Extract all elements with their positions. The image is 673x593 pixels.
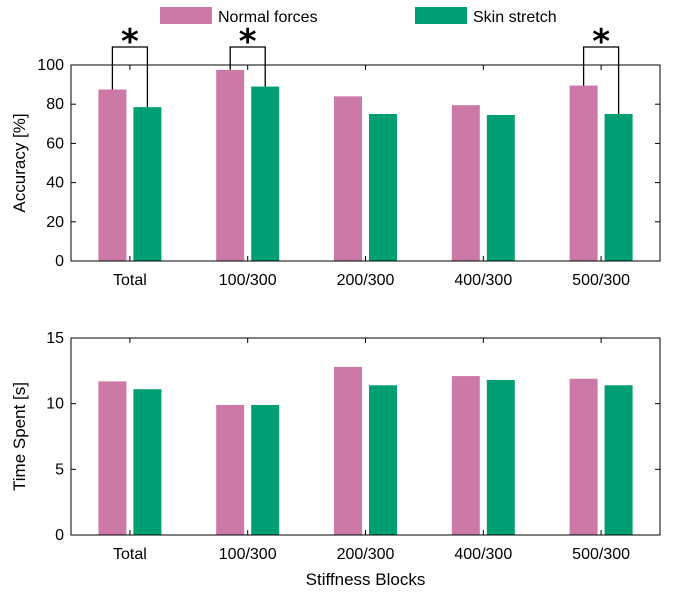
x-tick-label-400-300: 400/300: [454, 546, 512, 563]
bar-skin-stretch-200-300: [369, 114, 397, 261]
significance-bracket-total: [111, 46, 149, 108]
legend-swatch-skin-stretch: [415, 7, 467, 24]
bar-normal-forces-total: [98, 381, 127, 535]
y-tick-label: 0: [55, 527, 64, 544]
bar-skin-stretch-100-300: [251, 404, 280, 535]
y-tick-label: 15: [46, 330, 64, 347]
y-tick-label: 20: [46, 214, 64, 231]
bar-normal-forces-500-300: [569, 378, 598, 535]
significance-marker-total: *: [121, 22, 139, 62]
y-tick-label: 100: [37, 57, 64, 74]
y-tick-label: 40: [46, 175, 64, 192]
bar-skin-stretch-500-300: [604, 114, 633, 261]
time-spent-chart: 0 5 10 15 Total 100/300 200/300 400/300 500/300 T…: [10, 330, 661, 589]
y-tick-label: 10: [46, 396, 64, 413]
x-tick-label-100-300: 100/300: [219, 546, 277, 563]
bar-skin-stretch-total: [133, 389, 162, 535]
bar-skin-stretch-500-300: [604, 385, 633, 535]
bar-skin-stretch-400-300: [486, 114, 515, 261]
bar-normal-forces-200-300: [334, 96, 362, 261]
bar-normal-forces-400-300: [451, 105, 480, 262]
x-axis-label: Stiffness Blocks: [306, 570, 426, 589]
bar-skin-stretch-200-300: [369, 385, 397, 535]
significance-bracket-100-300: [229, 46, 266, 87]
x-tick-label-200-300: 200/300: [337, 546, 395, 563]
x-tick-label-total: Total: [113, 546, 147, 563]
x-tick-label-200-300: 200/300: [337, 272, 395, 289]
y-tick-label: 0: [55, 253, 64, 270]
bar-skin-stretch-total: [133, 107, 162, 261]
bar-normal-forces-400-300: [451, 376, 480, 535]
legend: Normal forces Skin stretch: [160, 7, 557, 26]
significance-bracket-500-300: [582, 46, 620, 114]
bar-skin-stretch-400-300: [486, 380, 515, 535]
legend-label-skin-stretch: Skin stretch: [473, 9, 557, 26]
significance-marker-500-300: *: [592, 22, 610, 62]
significance-marker-100-300: *: [239, 22, 257, 62]
y-axis-label: Time Spent [s]: [10, 382, 29, 491]
x-tick-label-total: Total: [113, 272, 147, 289]
bar-normal-forces-100-300: [216, 404, 245, 535]
legend-swatch-normal-forces: [160, 7, 212, 24]
y-tick-label: 5: [55, 461, 64, 478]
bar-skin-stretch-100-300: [251, 86, 280, 261]
y-tick-label: 80: [46, 96, 64, 113]
bar-normal-forces-total: [98, 89, 127, 261]
x-tick-label-400-300: 400/300: [454, 272, 512, 289]
bar-normal-forces-500-300: [569, 85, 598, 261]
x-tick-label-500-300: 500/300: [572, 272, 630, 289]
bar-normal-forces-100-300: [216, 69, 245, 262]
y-tick-label: 60: [46, 135, 64, 152]
x-tick-label-100-300: 100/300: [219, 272, 277, 289]
y-axis-label: Accuracy [%]: [10, 113, 29, 212]
bar-normal-forces-200-300: [334, 366, 362, 535]
legend-label-normal-forces: Normal forces: [218, 9, 318, 26]
accuracy-chart: 0 20 40 60 80 100 Total 100/300 200/300 400/300 50…: [10, 22, 661, 289]
x-tick-label-500-300: 500/300: [572, 546, 630, 563]
